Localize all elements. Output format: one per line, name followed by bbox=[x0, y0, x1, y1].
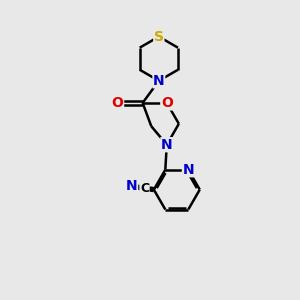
Text: S: S bbox=[154, 30, 164, 44]
Text: O: O bbox=[112, 96, 124, 110]
Text: N: N bbox=[161, 138, 172, 152]
Text: N: N bbox=[153, 74, 165, 88]
Text: N: N bbox=[126, 179, 138, 193]
Text: N: N bbox=[182, 163, 194, 177]
Text: C: C bbox=[140, 182, 149, 195]
Text: O: O bbox=[161, 96, 173, 110]
